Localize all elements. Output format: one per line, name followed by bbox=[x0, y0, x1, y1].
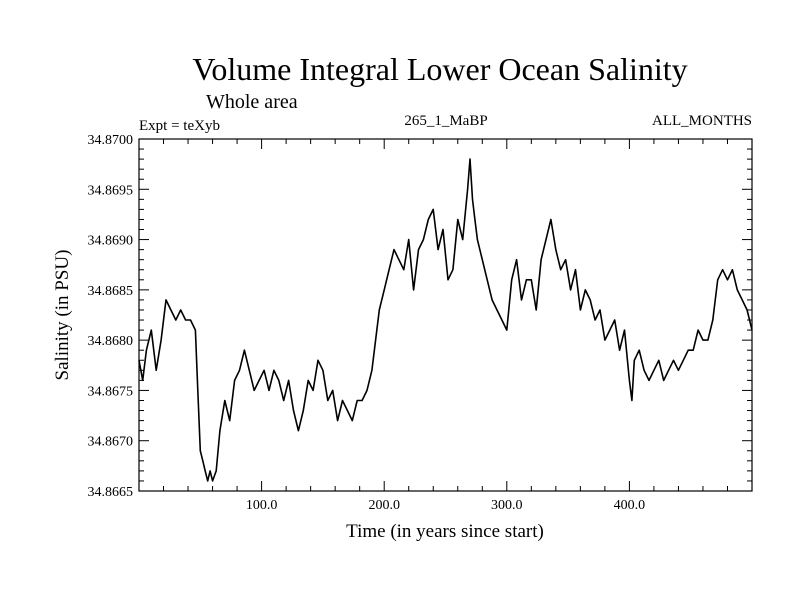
x-tick-label: 300.0 bbox=[491, 498, 523, 513]
y-tick-label: 34.8670 bbox=[88, 435, 134, 450]
y-tick-label: 34.8665 bbox=[88, 485, 134, 500]
y-tick-label: 34.8690 bbox=[88, 234, 134, 249]
y-axis-label: Salinity (in PSU) bbox=[52, 250, 73, 381]
y-tick-label: 34.8675 bbox=[88, 384, 134, 399]
y-tick-label: 34.8695 bbox=[88, 183, 134, 198]
series-layer bbox=[138, 158, 753, 482]
y-tick-label: 34.8700 bbox=[88, 133, 134, 148]
period-label: ALL_MONTHS bbox=[652, 113, 752, 129]
y-axis-ticks: 34.8665 34.8670 34.8675 34.8680 34.8685 34.86… bbox=[88, 133, 752, 500]
chart-subtitle: Whole area bbox=[206, 91, 298, 113]
x-tick-label: 400.0 bbox=[614, 498, 646, 513]
experiment-label: Expt = teXyb bbox=[139, 118, 220, 134]
plot-frame bbox=[138, 138, 753, 492]
series-line-0 bbox=[138, 158, 753, 482]
x-axis-ticks: 100.0 200.0 300.0 400.0 bbox=[163, 139, 728, 513]
x-tick-label: 100.0 bbox=[246, 498, 278, 513]
x-tick-label: 200.0 bbox=[368, 498, 400, 513]
y-tick-label: 34.8685 bbox=[88, 284, 134, 299]
y-tick-label: 34.8680 bbox=[88, 334, 134, 349]
run-label: 265_1_MaBP bbox=[404, 113, 487, 129]
x-axis-label: Time (in years since start) bbox=[346, 521, 544, 542]
chart-title: Volume Integral Lower Ocean Salinity bbox=[192, 51, 687, 87]
